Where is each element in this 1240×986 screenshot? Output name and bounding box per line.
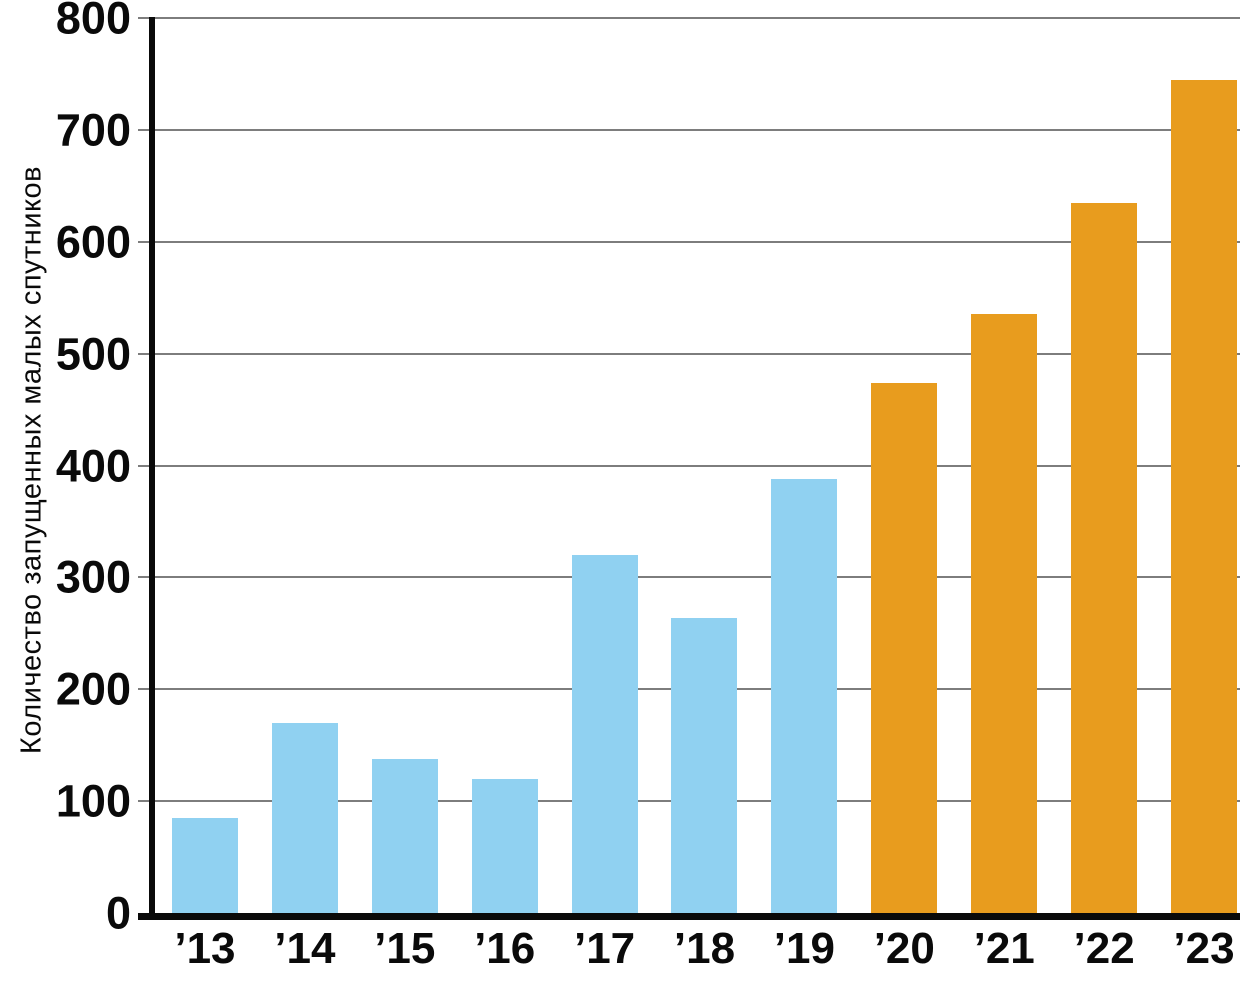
x-tick-label: ’23 [1173, 924, 1235, 973]
bar [171, 817, 238, 913]
bar-slot [1054, 18, 1154, 913]
y-tick-label: 100 [55, 775, 131, 827]
bar-slot [355, 18, 455, 913]
y-gridline [138, 576, 1240, 579]
x-tick-label: ’17 [573, 924, 636, 973]
bar [571, 555, 638, 913]
bar [971, 314, 1038, 913]
bar-slot [255, 18, 355, 913]
bars-layer [155, 18, 1240, 913]
bar [271, 722, 338, 913]
y-tick-label: 0 [105, 887, 131, 939]
bar [471, 778, 538, 913]
y-gridline [138, 464, 1240, 467]
x-tick-label: ’13 [174, 924, 236, 973]
y-tick-label: 700 [55, 104, 131, 156]
x-tick-label: ’19 [773, 924, 835, 973]
bar [871, 382, 938, 913]
bar [1071, 202, 1138, 913]
y-tick-label: 300 [55, 551, 131, 603]
y-gridline [138, 17, 1240, 19]
x-tick-label: ’18 [673, 924, 736, 973]
bar-slot [455, 18, 555, 913]
y-tick-label: 800 [55, 0, 131, 44]
y-gridline [138, 352, 1240, 355]
y-tick-label: 600 [55, 216, 131, 268]
y-tick-label: 500 [55, 328, 131, 380]
x-tick-label: ’16 [474, 924, 536, 973]
y-gridline [138, 240, 1240, 243]
x-tick-label: ’20 [873, 924, 935, 973]
y-axis-tick-labels: 0 100 200 300 400 500 600 700 800 [0, 0, 131, 936]
bar-slot [555, 18, 655, 913]
bar-slot [155, 18, 255, 913]
bar-slot [655, 18, 755, 913]
y-tick-label: 400 [55, 440, 131, 491]
x-tick-label: ’15 [374, 924, 436, 973]
y-gridline [138, 128, 1240, 131]
bar [1171, 79, 1238, 913]
bar-slot [754, 18, 854, 913]
plot-area [138, 17, 1240, 920]
bar-slot [854, 18, 954, 913]
bar-slot [1154, 18, 1240, 913]
x-axis-tick-labels: ’13 ’14 ’15 ’16 ’17 ’18 ’19 ’20 ’21 ’22 ’23 [155, 924, 1240, 981]
x-tick-label: ’21 [973, 924, 1035, 973]
bar-slot [954, 18, 1054, 913]
y-axis-line [149, 17, 155, 913]
bar [671, 617, 738, 913]
x-tick-label: ’22 [1073, 924, 1135, 973]
y-tick-label: 200 [55, 663, 131, 715]
bar [771, 478, 838, 913]
x-axis-line [138, 913, 1240, 920]
bar [371, 758, 438, 913]
x-tick-label: ’14 [274, 924, 336, 973]
